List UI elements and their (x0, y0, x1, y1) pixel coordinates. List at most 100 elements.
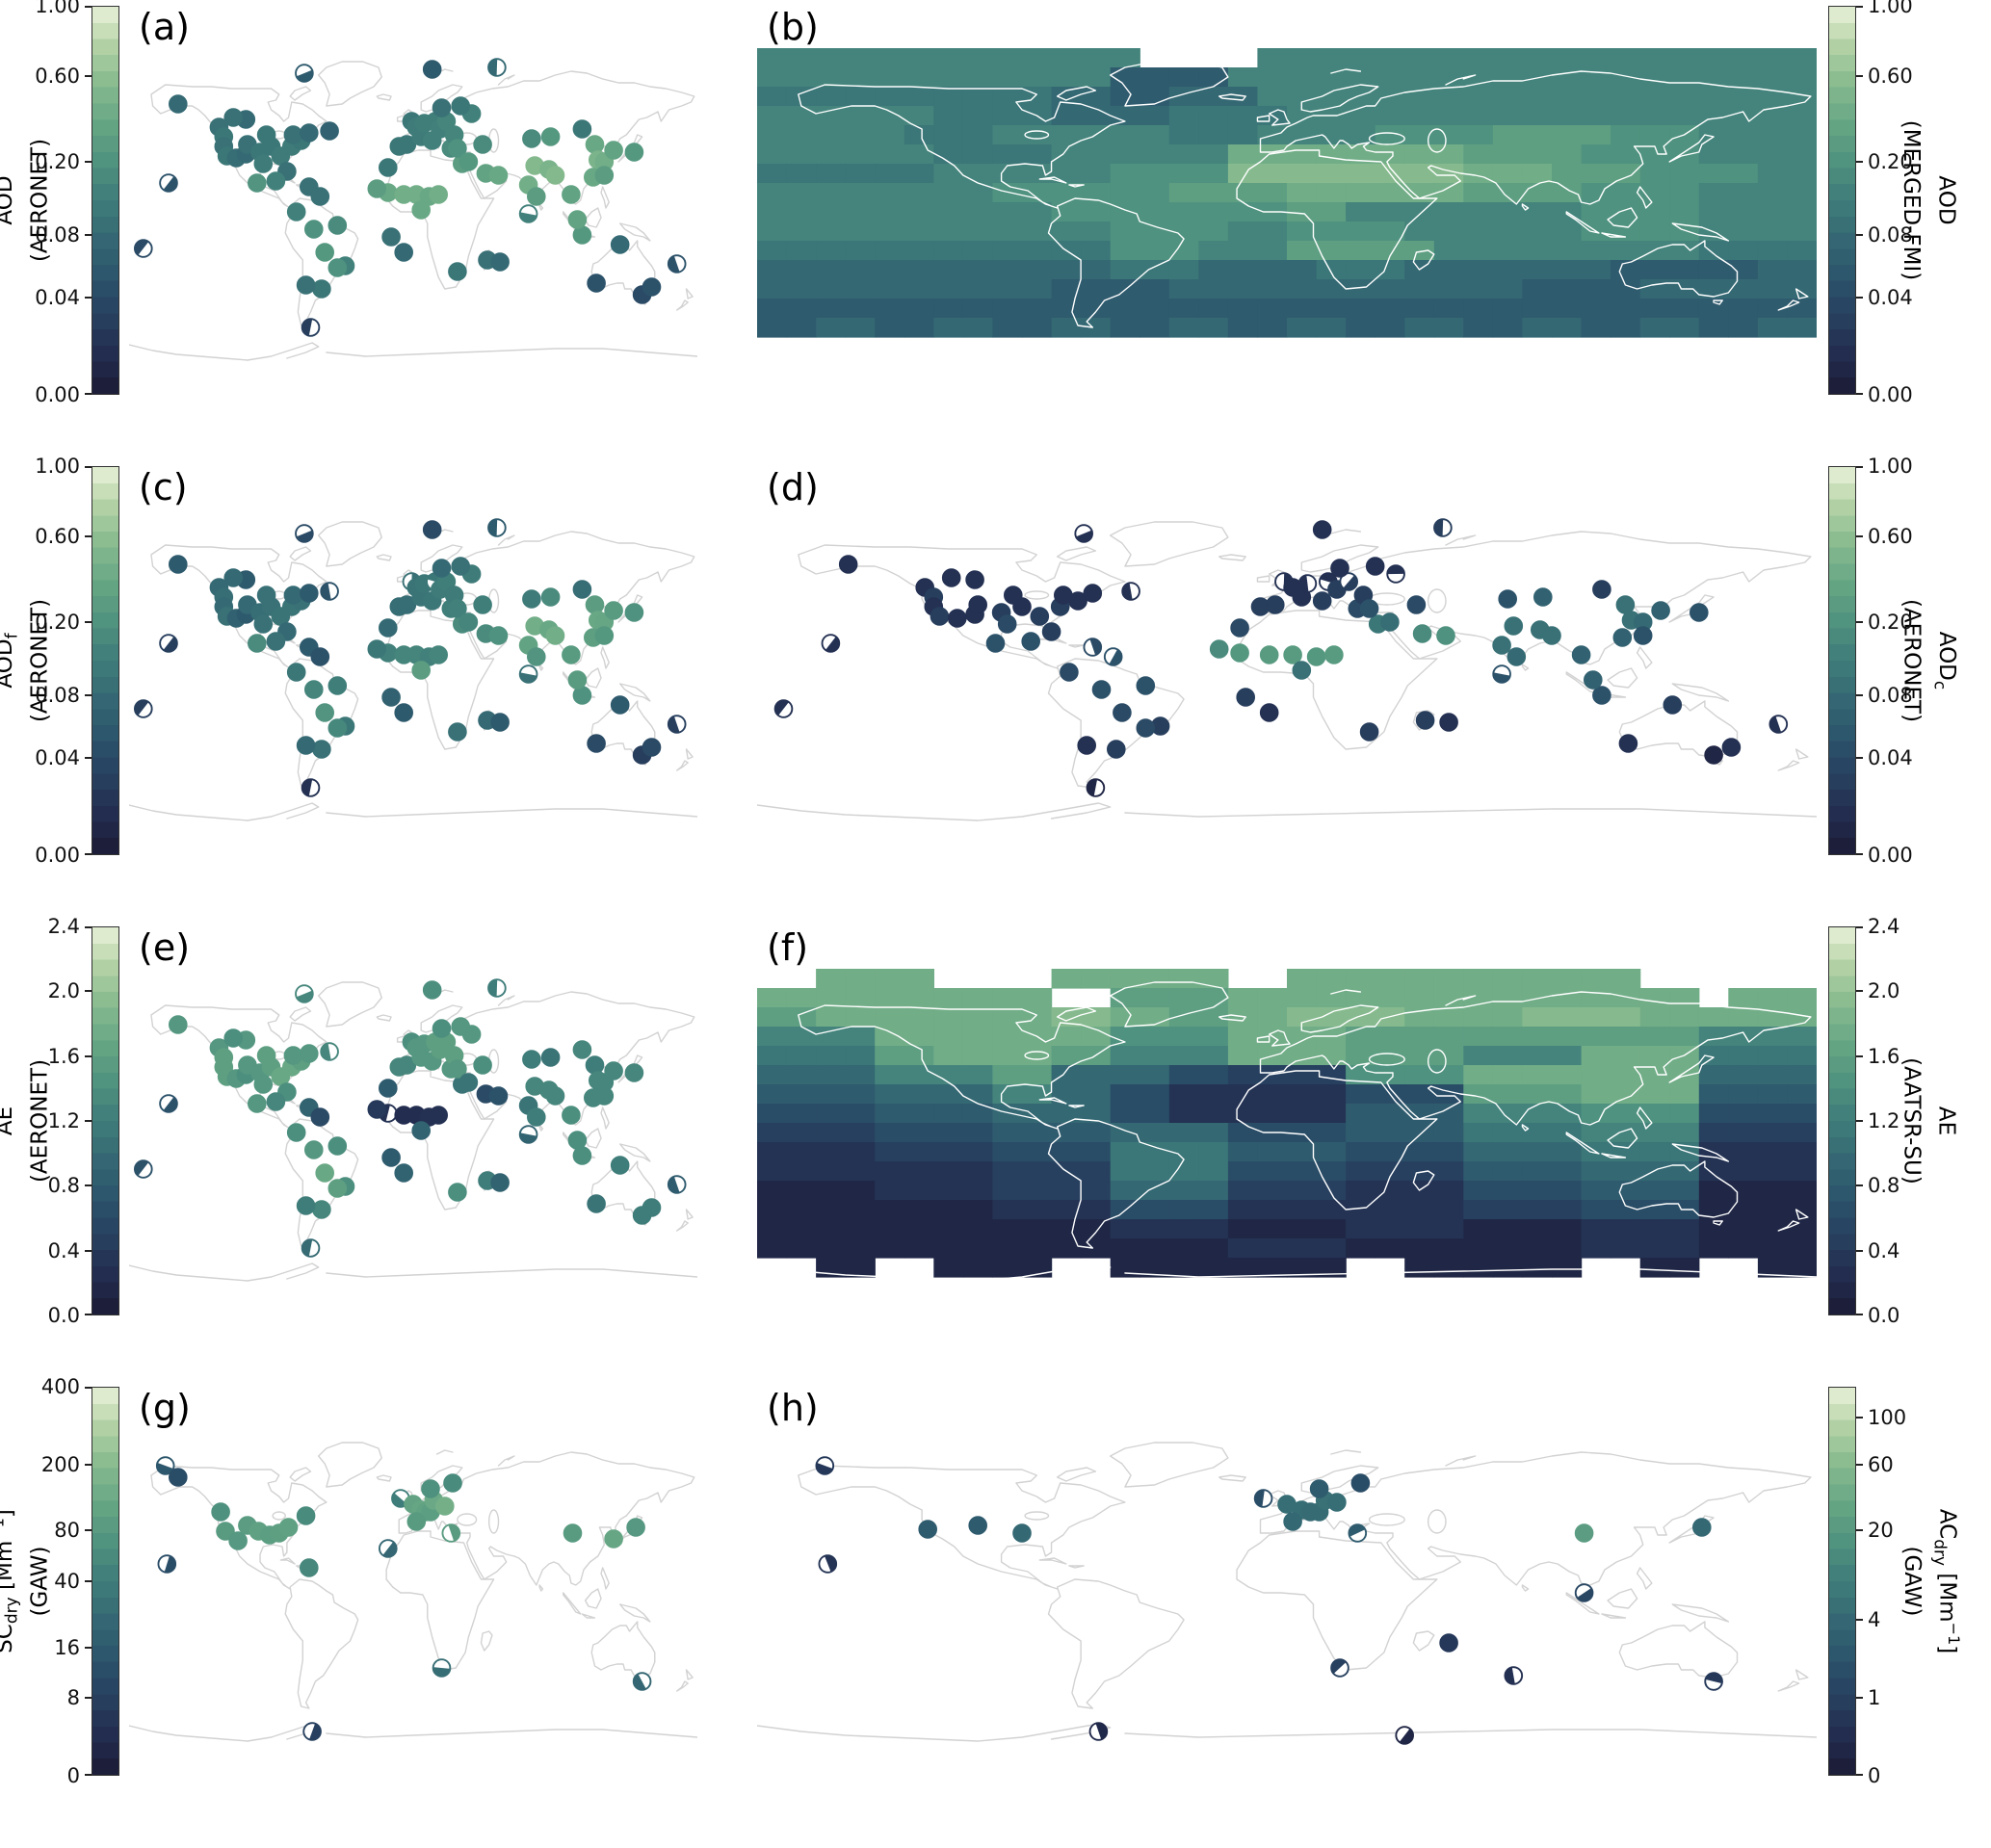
station-marker (448, 1183, 467, 1202)
station-marker (1412, 624, 1432, 643)
station-marker (422, 980, 442, 1000)
station-marker (527, 1107, 546, 1127)
colorbar-tick-mark (1856, 990, 1863, 993)
colorbar-a-label-line1: AOD (0, 139, 27, 262)
colorbar-tick-mark (85, 1774, 92, 1776)
station-marker (296, 275, 316, 295)
colorbar-h-label-sub: dry (1929, 1539, 1950, 1567)
station-marker (522, 129, 541, 148)
panel-h-letter: (h) (767, 1387, 819, 1429)
colorbar-h-label-line1: ACdry [Mm−1] (1925, 1509, 1967, 1653)
colorbar-tick-label: 8 (66, 1686, 80, 1710)
station-marker (1230, 643, 1249, 663)
station-marker-half (820, 1556, 831, 1572)
station-marker (1136, 718, 1156, 738)
figure-row-3: AE (AERONET) 0.0 0.4 0.8 1.2 1.6 2.0 2.4 (e) (… (0, 915, 1991, 1387)
station-marker-half (1105, 649, 1117, 664)
stations-layer (134, 518, 687, 797)
colorbar-tick-mark (85, 853, 92, 855)
station-marker (223, 568, 243, 587)
colorbar-tick-label: 0.08 (1868, 223, 1913, 247)
colorbar-a-label-main: AOD (0, 175, 18, 225)
colorbar-tick-label: 60 (1868, 1452, 1894, 1476)
station-marker (473, 595, 492, 614)
colorbar-tick-label: 0.00 (1868, 844, 1913, 867)
station-marker (545, 166, 565, 185)
station-marker (283, 125, 303, 144)
station-marker-half (1511, 1668, 1522, 1683)
station-marker-half (1775, 716, 1787, 732)
station-marker (1542, 626, 1561, 645)
colorbar-d: AODc (AERONET) 0.00 0.04 0.08 0.20 0.60 1.00 (1828, 455, 1959, 867)
station-marker (1283, 1512, 1302, 1531)
colorbar-tick-label: 0.8 (47, 1174, 80, 1198)
station-marker (624, 1063, 644, 1082)
station-marker (545, 1086, 565, 1106)
colorbar-tick-mark (1856, 1120, 1863, 1122)
station-marker (411, 1121, 432, 1140)
station-marker (545, 626, 565, 645)
colorbar-h-label-main: AC (1933, 1508, 1959, 1540)
station-marker-half (520, 206, 537, 216)
station-marker-half (1306, 576, 1316, 591)
station-marker (296, 1196, 316, 1215)
colorbar-tick-mark (85, 1249, 92, 1252)
station-marker (458, 612, 479, 632)
colorbar-tick-mark (1856, 926, 1863, 928)
station-marker (930, 607, 950, 626)
station-marker (567, 670, 588, 690)
station-marker-half (1085, 639, 1095, 655)
station-marker (562, 185, 581, 204)
stations-layer (134, 978, 687, 1258)
station-marker (1266, 595, 1285, 614)
panel-d: (d) AODc (AERONET) 0.00 0.04 0.08 0.20 0.60 1… (757, 455, 1959, 926)
panel-e: AE (AERONET) 0.0 0.4 0.8 1.2 1.6 2.0 2.4 (e) (0, 915, 707, 1387)
station-marker (1592, 580, 1611, 599)
world-map-d (757, 518, 1817, 855)
colorbar-tick-mark (1856, 534, 1863, 537)
map-h: (h) (757, 1387, 1821, 1847)
station-marker (394, 243, 414, 262)
station-marker-half (304, 1724, 315, 1739)
colorbar-e-label-main: AE (0, 1106, 18, 1136)
colorbar-tick-mark (85, 466, 92, 468)
colorbar-f-label-main: AE (1933, 1106, 1959, 1136)
station-marker (211, 1502, 230, 1522)
station-marker (522, 1050, 541, 1069)
colorbar-d-bar (1828, 466, 1856, 855)
colorbar-h-ticks: 0 1 4 20 60 100 (1856, 1387, 1916, 1787)
station-marker-half (1129, 584, 1139, 599)
colorbar-c-label-sub: f (2, 633, 22, 639)
station-marker (594, 1086, 615, 1106)
station-marker-half (1494, 666, 1509, 676)
station-marker (1359, 599, 1379, 618)
station-marker (604, 1529, 623, 1549)
colorbar-tick-mark (85, 534, 92, 537)
map-b: (b) (757, 6, 1821, 466)
station-marker (256, 125, 276, 144)
colorbar-tick-mark (1856, 1249, 1863, 1252)
colorbar-b-bar (1828, 6, 1856, 395)
station-marker (1030, 607, 1050, 626)
colorbar-tick-label: 16 (54, 1635, 80, 1659)
station-marker (327, 718, 348, 738)
station-marker (522, 589, 541, 609)
world-map-f (757, 969, 1817, 1315)
colorbar-tick-mark (1856, 1417, 1863, 1419)
station-marker (327, 1179, 348, 1198)
station-marker-half (520, 1127, 537, 1136)
station-marker-half (778, 702, 792, 716)
station-marker (253, 614, 274, 634)
station-marker (488, 1086, 509, 1106)
station-marker-half (638, 1674, 650, 1688)
colorbar-tick-mark (85, 297, 92, 299)
station-marker (300, 584, 319, 603)
colorbar-tick-mark (1856, 1529, 1863, 1532)
station-marker (1259, 703, 1279, 722)
colorbar-b: AOD (MERGED-FMI) 0.00 0.04 0.08 0.20 0.60 1.0… (1828, 0, 1959, 406)
station-marker (1406, 595, 1427, 614)
station-marker (1584, 670, 1603, 690)
station-marker (253, 1075, 274, 1094)
station-marker (1091, 680, 1112, 699)
station-marker-half (496, 520, 505, 535)
